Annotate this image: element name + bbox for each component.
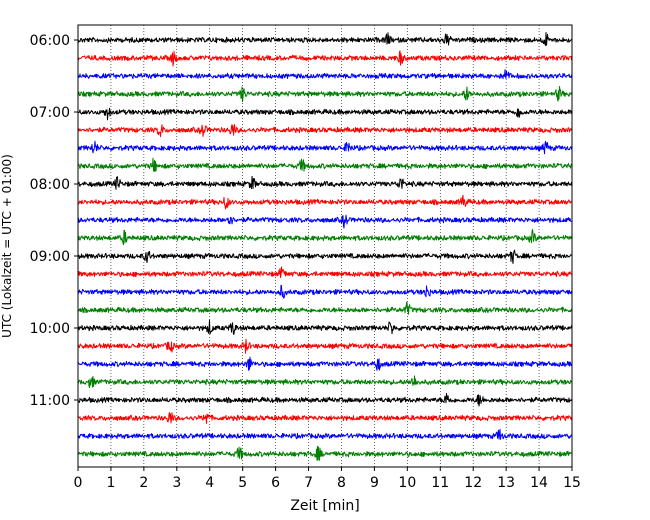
- y-tick-label: 11:00: [30, 393, 70, 409]
- trace-group: [77, 32, 573, 461]
- y-tick-label: 09:00: [30, 249, 70, 265]
- y-tick-label: 07:00: [30, 105, 70, 121]
- x-tick-label: 5: [238, 475, 247, 491]
- y-tick-label: 08:00: [30, 177, 70, 193]
- y-axis-label: UTC (Lokalzeit = UTC + 01:00): [0, 154, 14, 338]
- trace-line-14: [77, 284, 573, 299]
- x-tick-label: 0: [74, 475, 83, 491]
- trace-line-12: [77, 249, 573, 264]
- trace-line-23: [77, 445, 573, 461]
- trace-line-22: [77, 428, 573, 440]
- trace-line-1: [77, 50, 573, 67]
- trace-line-13: [77, 266, 573, 279]
- trace-line-4: [77, 107, 573, 121]
- trace-line-5: [77, 124, 573, 138]
- trace-line-21: [77, 412, 573, 424]
- x-tick-label: 9: [370, 475, 379, 491]
- trace-line-11: [77, 228, 573, 246]
- trace-line-16: [77, 319, 573, 335]
- trace-line-17: [77, 338, 573, 354]
- x-tick-label: 6: [271, 475, 280, 491]
- x-tick-label: 3: [172, 475, 181, 491]
- trace-line-19: [77, 375, 573, 388]
- plot-frame: [77, 24, 573, 468]
- x-tick-label: 14: [530, 475, 548, 491]
- trace-line-18: [77, 356, 573, 371]
- trace-line-6: [77, 140, 573, 155]
- y-axis: 06:00 07:00 08:00 09:00 10:00 11:00: [30, 33, 78, 409]
- trace-line-0: [77, 32, 573, 46]
- trace-line-9: [77, 194, 573, 210]
- trace-line-8: [77, 175, 573, 190]
- trace-line-7: [77, 157, 573, 173]
- trace-line-15: [77, 301, 573, 315]
- y-tick-label: 06:00: [30, 33, 70, 49]
- x-tick-label: 7: [304, 475, 313, 491]
- x-tick-label: 2: [139, 475, 148, 491]
- x-tick-label: 8: [337, 475, 346, 491]
- trace-line-20: [77, 392, 573, 407]
- x-tick-label: 10: [398, 475, 416, 491]
- x-axis: 0 1 2 3 4 5 6 7 8 9 10 11 12 13 14 15: [74, 467, 581, 491]
- trace-line-10: [77, 214, 573, 229]
- x-tick-label: 15: [563, 475, 581, 491]
- x-tick-label: 11: [431, 475, 449, 491]
- x-tick-label: 4: [205, 475, 214, 491]
- x-tick-label: 13: [497, 475, 515, 491]
- x-axis-label: Zeit [min]: [290, 498, 359, 514]
- y-tick-label: 10:00: [30, 321, 70, 337]
- x-tick-label: 1: [106, 475, 115, 491]
- trace-line-2: [77, 69, 573, 80]
- trace-line-3: [77, 86, 573, 103]
- x-tick-label: 12: [464, 475, 482, 491]
